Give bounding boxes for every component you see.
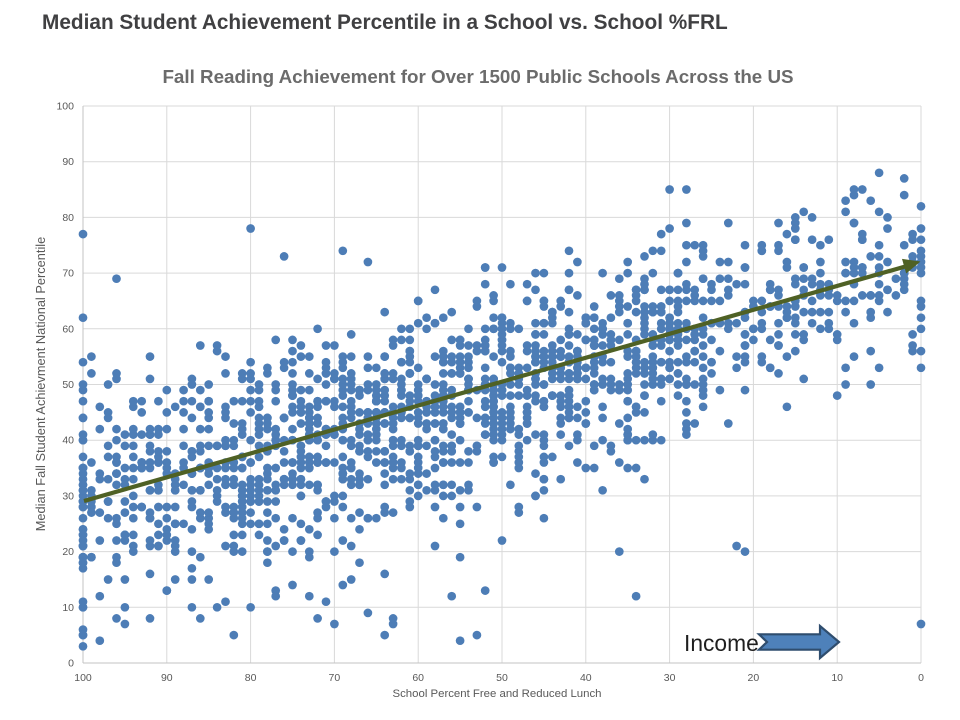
svg-text:80: 80	[245, 672, 257, 684]
svg-text:30: 30	[62, 490, 74, 502]
svg-text:100: 100	[56, 101, 74, 113]
svg-text:50: 50	[496, 672, 508, 684]
svg-text:0: 0	[68, 658, 74, 670]
svg-text:10: 10	[831, 672, 843, 684]
svg-text:40: 40	[580, 672, 592, 684]
svg-text:10: 10	[62, 602, 74, 614]
svg-text:20: 20	[62, 546, 74, 558]
svg-text:30: 30	[664, 672, 676, 684]
svg-text:20: 20	[748, 672, 760, 684]
svg-text:70: 70	[329, 672, 341, 684]
svg-text:60: 60	[62, 323, 74, 335]
svg-text:50: 50	[62, 379, 74, 391]
svg-text:40: 40	[62, 435, 74, 447]
svg-text:Income: Income	[684, 630, 759, 656]
svg-text:90: 90	[62, 156, 74, 168]
svg-text:80: 80	[62, 212, 74, 224]
svg-text:90: 90	[161, 672, 173, 684]
svg-text:Median Fall Student Achievment: Median Fall Student Achievment National …	[33, 237, 48, 532]
svg-text:60: 60	[412, 672, 424, 684]
svg-text:100: 100	[74, 672, 92, 684]
svg-text:School Percent Free and Reduce: School Percent Free and Reduced Lunch	[393, 688, 602, 700]
svg-text:0: 0	[918, 672, 924, 684]
svg-text:70: 70	[62, 268, 74, 280]
